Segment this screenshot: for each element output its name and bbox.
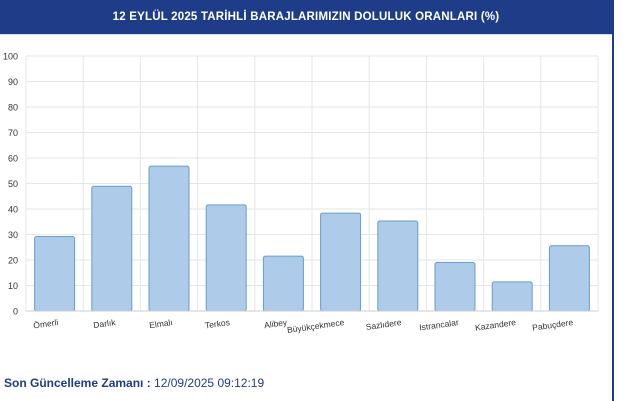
y-tick-label: 0 (13, 307, 18, 317)
y-tick-label: 70 (8, 128, 18, 138)
bar-büyükçekmece (320, 212, 362, 312)
bar-terkos (205, 204, 247, 312)
bar-pabuçdere (548, 245, 590, 312)
last-update-footer: Son Güncelleme Zamanı : 12/09/2025 09:12… (4, 376, 264, 390)
bar-chart: 0 10 20 30 40 50 60 70 80 90 100 Ömerli Darlık Elmalı… (3, 52, 599, 335)
x-tick-label: Pabuçdere (532, 317, 574, 333)
page-right-border (612, 0, 614, 401)
y-tick-label: 60 (8, 154, 18, 164)
y-tick-label: 30 (8, 230, 18, 240)
x-tick-label: Alibey (263, 317, 288, 330)
y-tick-label: 10 (8, 281, 18, 291)
bar-chart-container: 0 10 20 30 40 50 60 70 80 90 100 Ömerli Darlık Elmalı… (0, 44, 612, 344)
y-tick-label: 100 (3, 52, 18, 62)
x-tick-label: Kazandere (474, 317, 516, 333)
x-tick-label: Darlık (93, 317, 117, 330)
chart-title-header: 12 EYLÜL 2025 TARİHLİ BARAJLARIMIZIN DOL… (0, 0, 612, 34)
bar-darlık (91, 185, 133, 312)
x-tick-label: Terkos (204, 317, 230, 330)
chart-title: 12 EYLÜL 2025 TARİHLİ BARAJLARIMIZIN DOL… (112, 11, 500, 23)
y-tick-label: 90 (8, 77, 18, 87)
x-tick-label: Elmalı (148, 317, 173, 330)
y-tick-label: 50 (8, 179, 18, 189)
x-tick-label: Büyükçekmece (286, 317, 345, 335)
bar-alibey (262, 255, 304, 312)
x-tick-label: Ömerli (33, 317, 59, 330)
last-update-label: Son Güncelleme Zamanı : (4, 376, 151, 390)
header-divider (0, 34, 612, 35)
bar-ömerli (34, 236, 76, 312)
x-tick-label: Sazlıdere (365, 317, 402, 332)
y-tick-label: 40 (8, 205, 18, 215)
y-tick-label: 80 (8, 103, 18, 113)
y-tick-label: 20 (8, 256, 18, 266)
x-tick-label: Istrancalar (419, 317, 460, 332)
bar-sazlıdere (377, 220, 419, 312)
bar-kazandere (491, 281, 533, 312)
last-update-value: 12/09/2025 09:12:19 (154, 376, 265, 390)
bar-elmalı (148, 165, 190, 312)
bar-istrancalar (434, 262, 476, 312)
